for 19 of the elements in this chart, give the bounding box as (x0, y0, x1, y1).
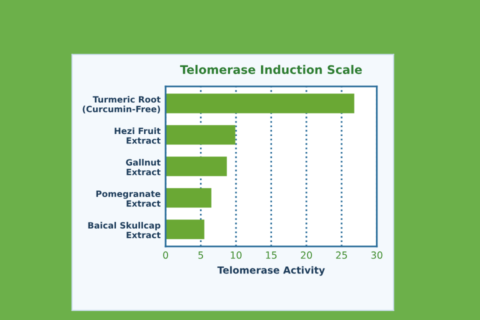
x-axis-title: Telomerase Activity (217, 266, 325, 276)
x-tick-label: 25 (336, 251, 347, 259)
bar (166, 220, 204, 240)
y-tick-label: Baical Skullcap Extract (88, 222, 161, 238)
chart-title: Telomerase Induction Scale (180, 64, 362, 74)
bar (166, 156, 227, 176)
bar (166, 125, 236, 145)
bar (166, 188, 212, 208)
x-tick-label: 15 (266, 252, 277, 259)
y-tick-label: Pomegranate Extract (96, 190, 161, 207)
x-tick-label: 20 (300, 251, 312, 259)
y-tick-label: Gallnut Extract (126, 158, 161, 176)
x-tick-label: 30 (371, 251, 382, 259)
x-tick-label: 10 (230, 251, 242, 259)
y-tick-label: Turmeric Root (Curcumin-Free) (82, 96, 161, 114)
y-tick-label: Hezi Fruit Extract (114, 127, 161, 144)
x-tick-label: 5 (198, 252, 204, 259)
bar (166, 94, 354, 114)
x-tick-label: 0 (163, 251, 168, 259)
